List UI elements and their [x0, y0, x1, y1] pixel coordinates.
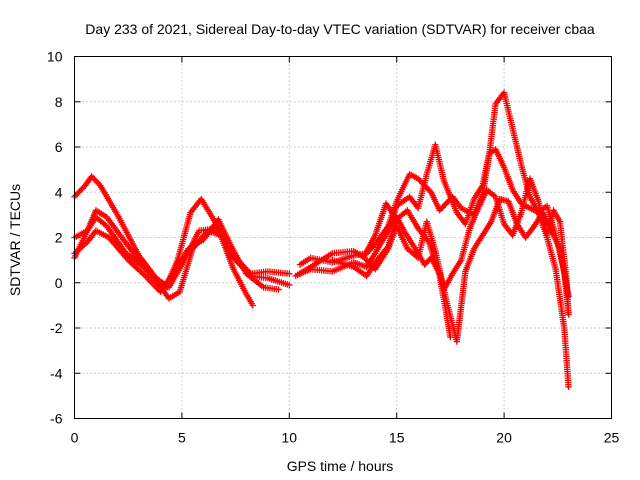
y-tick-label: -4: [50, 365, 63, 381]
x-tick-label: 0: [71, 430, 79, 446]
y-tick-label: 8: [55, 94, 63, 110]
grid: [74, 56, 612, 419]
series-arc-9: [361, 200, 454, 341]
data-point: [249, 302, 256, 309]
series-arc-4: [71, 216, 282, 295]
x-tick-label: 15: [389, 430, 405, 446]
y-tick-label: 10: [47, 49, 63, 65]
x-axis-label: GPS time / hours: [287, 458, 394, 474]
x-tick-label: 20: [496, 430, 512, 446]
data-point: [447, 333, 454, 341]
data-point: [565, 311, 572, 318]
y-tick-label: -6: [50, 411, 63, 427]
y-tick-label: 0: [55, 275, 63, 291]
x-tick-label: 25: [604, 430, 620, 446]
x-tick-label: 10: [282, 430, 298, 446]
data-point: [565, 383, 572, 391]
series-arc-2: [71, 195, 293, 293]
y-tick-label: 2: [55, 230, 63, 246]
data-points: [71, 89, 572, 391]
y-tick-label: 6: [55, 139, 63, 155]
y-axis-label: SDTVAR / TECUs: [7, 184, 23, 296]
series-arc-5: [296, 89, 572, 391]
data-point: [286, 270, 293, 277]
axis-ticks: 0 5 10 15 20 25 -6 -4 -2 0 2 4 6 8 10: [47, 49, 620, 446]
chart-title: Day 233 of 2021, Sidereal Day-to-day VTE…: [85, 21, 595, 37]
series-arc-3: [71, 213, 256, 309]
y-tick-label: 4: [55, 184, 63, 200]
plot-frame: [74, 56, 612, 419]
data-point: [275, 286, 282, 293]
data-point: [286, 281, 293, 289]
x-tick-label: 5: [178, 430, 186, 446]
data-point: [565, 293, 572, 300]
y-tick-label: -2: [50, 320, 63, 336]
